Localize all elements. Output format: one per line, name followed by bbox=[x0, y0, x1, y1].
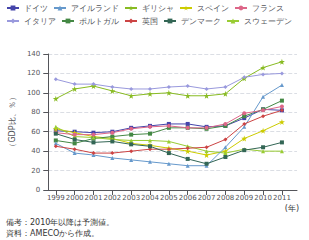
svg-text:ドイツ: ドイツ bbox=[24, 4, 48, 13]
svg-text:100: 100 bbox=[27, 89, 40, 97]
svg-text:ギリシャ: ギリシャ bbox=[142, 4, 174, 13]
svg-text:デンマーク: デンマーク bbox=[181, 17, 221, 26]
svg-text:2004: 2004 bbox=[141, 194, 159, 202]
svg-text:40: 40 bbox=[31, 147, 40, 155]
svg-text:2011: 2011 bbox=[273, 194, 291, 202]
svg-text:スペイン: スペイン bbox=[197, 4, 229, 13]
svg-text:スウェーデン: スウェーデン bbox=[244, 17, 292, 26]
svg-text:2005: 2005 bbox=[160, 194, 178, 202]
svg-text:140: 140 bbox=[27, 50, 40, 58]
svg-text:2001: 2001 bbox=[85, 194, 103, 202]
svg-text:2009: 2009 bbox=[235, 194, 253, 202]
svg-text:英国: 英国 bbox=[142, 17, 158, 26]
svg-text:80: 80 bbox=[31, 108, 40, 116]
svg-text:1999: 1999 bbox=[47, 194, 65, 202]
svg-text:2007: 2007 bbox=[198, 194, 216, 202]
svg-text:(年): (年) bbox=[285, 204, 299, 213]
svg-text:0: 0 bbox=[36, 186, 40, 194]
svg-text:2010: 2010 bbox=[254, 194, 272, 202]
svg-text:アイルランド: アイルランド bbox=[71, 4, 119, 13]
svg-text:備考：2010年以降は予測値。: 備考：2010年以降は予測値。 bbox=[6, 218, 114, 227]
svg-text:イタリア: イタリア bbox=[24, 17, 56, 26]
svg-text:フランス: フランス bbox=[252, 4, 284, 13]
svg-text:60: 60 bbox=[31, 128, 40, 136]
svg-text:2008: 2008 bbox=[216, 194, 234, 202]
svg-text:2000: 2000 bbox=[66, 194, 84, 202]
svg-text:2002: 2002 bbox=[103, 194, 121, 202]
svg-text:ポルトガル: ポルトガル bbox=[79, 17, 119, 26]
svg-text:20: 20 bbox=[31, 167, 40, 175]
svg-text:資料：AMECOから作成。: 資料：AMECOから作成。 bbox=[6, 229, 99, 238]
svg-text:2003: 2003 bbox=[122, 194, 140, 202]
svg-text:（GDP比、％）: （GDP比、％） bbox=[8, 93, 17, 150]
svg-text:120: 120 bbox=[27, 69, 40, 77]
svg-text:2006: 2006 bbox=[179, 194, 197, 202]
